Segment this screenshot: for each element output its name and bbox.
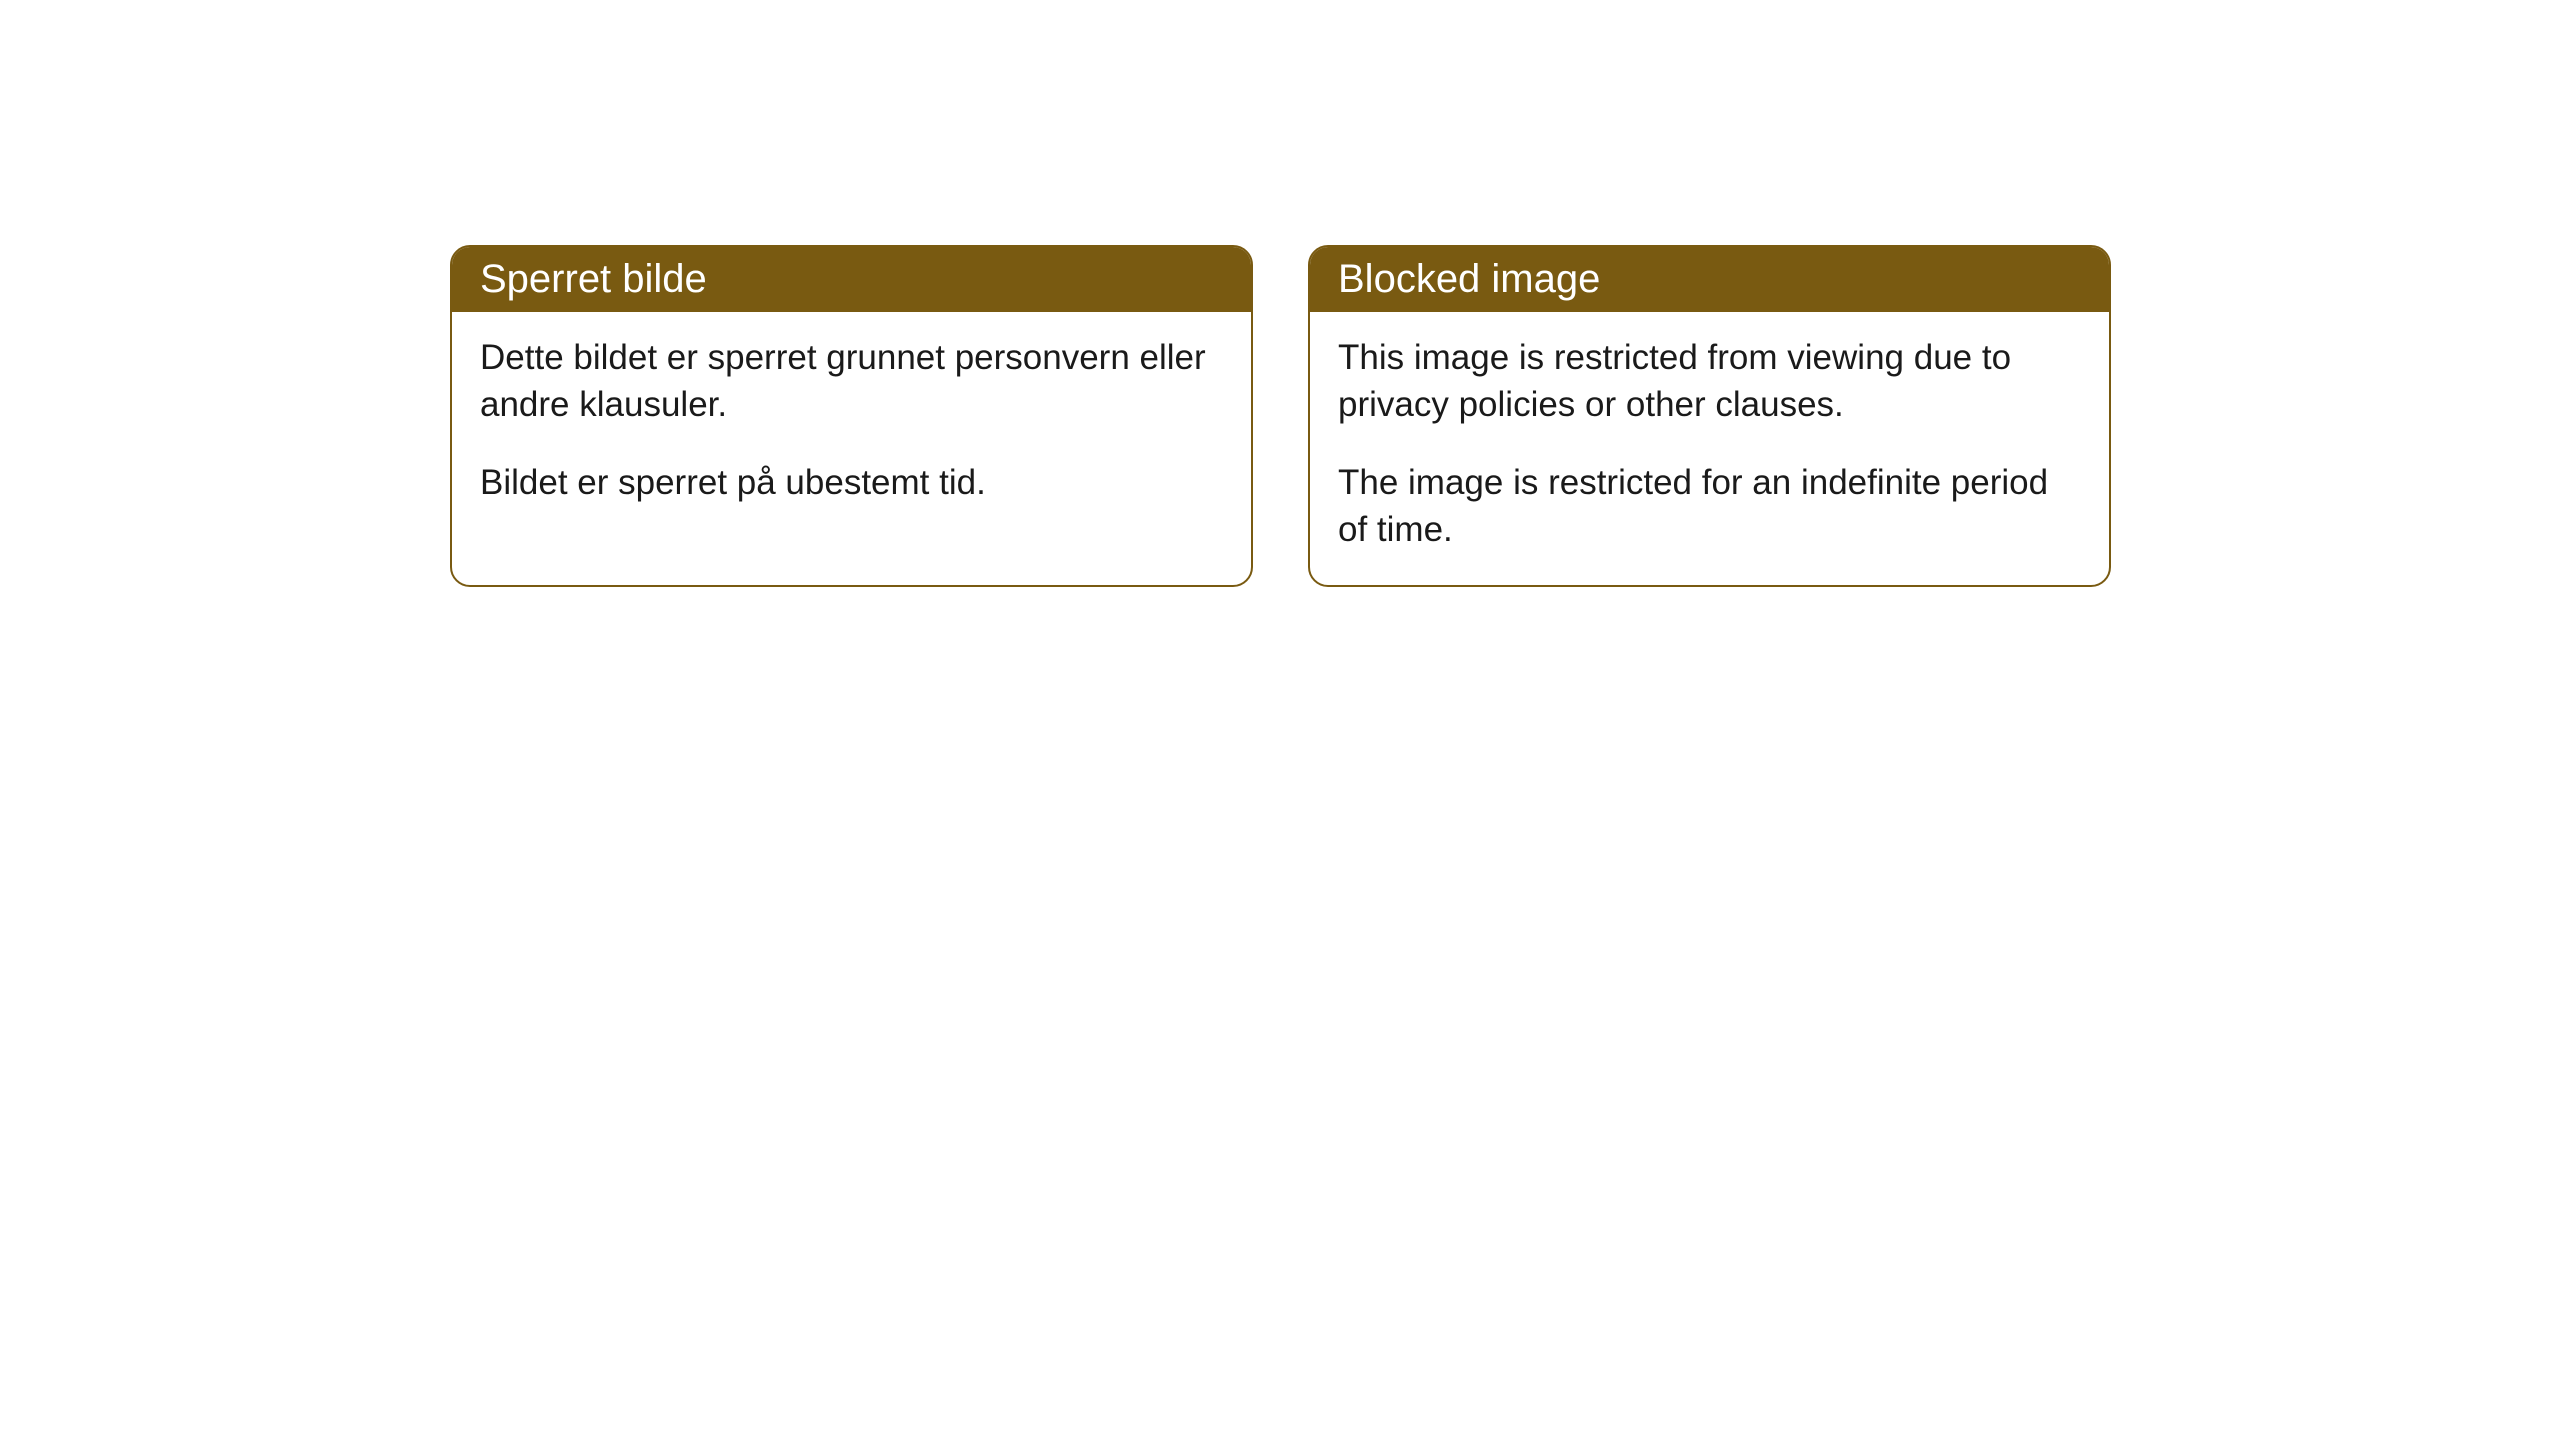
card-body-en: This image is restricted from viewing du… [1310,312,2109,585]
card-text-en-1: This image is restricted from viewing du… [1338,334,2081,429]
blocked-image-card-en: Blocked image This image is restricted f… [1308,245,2111,587]
card-header-en: Blocked image [1310,247,2109,312]
card-text-no-2: Bildet er sperret på ubestemt tid. [480,459,1223,506]
card-body-no: Dette bildet er sperret grunnet personve… [452,312,1251,538]
card-header-no: Sperret bilde [452,247,1251,312]
cards-container: Sperret bilde Dette bildet er sperret gr… [450,245,2111,587]
card-text-en-2: The image is restricted for an indefinit… [1338,459,2081,554]
card-text-no-1: Dette bildet er sperret grunnet personve… [480,334,1223,429]
blocked-image-card-no: Sperret bilde Dette bildet er sperret gr… [450,245,1253,587]
